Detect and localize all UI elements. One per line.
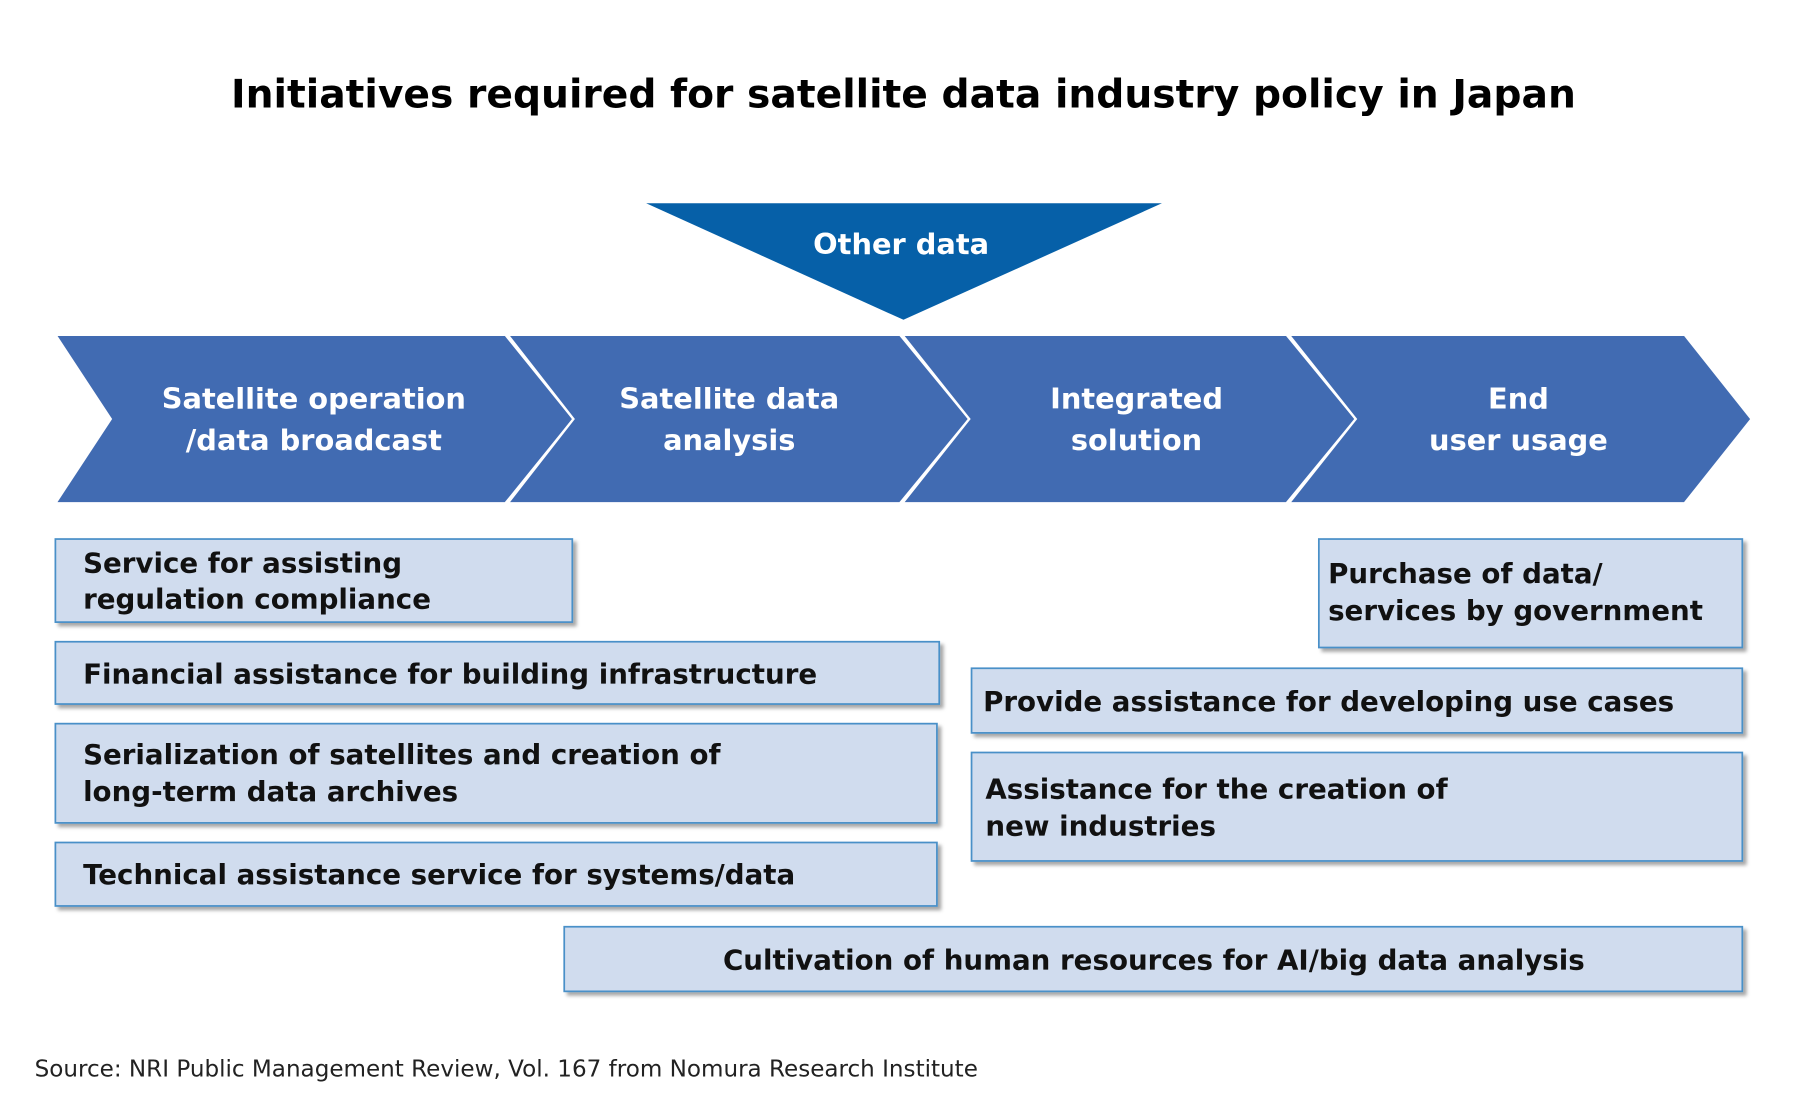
initiative-box: Technical assistance service for systems…: [54, 841, 938, 907]
stage-label: Satellite data: [619, 382, 839, 416]
stage-label: solution: [1071, 423, 1202, 457]
other-data-label: Other data: [813, 227, 989, 261]
page-title: Initiatives required for satellite data …: [231, 73, 1576, 118]
stage-label: analysis: [663, 423, 795, 457]
initiative-box: Assistance for the creation of new indus…: [970, 751, 1744, 862]
svg-text:Technical assistance service f: Technical assistance service for systems…: [83, 858, 795, 891]
svg-text:Financial assistance for build: Financial assistance for building infras…: [83, 657, 817, 690]
stage-label: End: [1488, 382, 1549, 416]
svg-text:Purchase of data/: Purchase of data/: [1328, 557, 1603, 590]
svg-text:Service for assisting: Service for assisting: [83, 547, 402, 580]
svg-text:Provide assistance for develop: Provide assistance for developing use ca…: [983, 685, 1674, 718]
svg-text:new industries: new industries: [985, 810, 1216, 843]
source-note: Source: NRI Public Management Review, Vo…: [35, 1057, 978, 1083]
initiative-box: Serialization of satellites and creation…: [54, 722, 938, 824]
svg-text:long-term data archives: long-term data archives: [83, 775, 458, 808]
initiative-box: Financial assistance for building infras…: [54, 640, 941, 705]
initiative-box: Cultivation of human resources for AI/bi…: [563, 925, 1744, 993]
initiative-box: Purchase of data/ services by government: [1317, 538, 1744, 649]
stage-label: user usage: [1429, 423, 1608, 457]
stage-chevron-1: Satellite operation /data broadcast: [53, 333, 575, 505]
stage-chevron-2: Satellite data analysis: [505, 333, 971, 505]
stage-label: Integrated: [1050, 382, 1223, 416]
stage-chevron-3: Integrated solution: [899, 333, 1358, 505]
svg-text:services by government: services by government: [1328, 594, 1703, 627]
svg-text:regulation compliance: regulation compliance: [83, 582, 431, 615]
stage-label: Satellite operation: [162, 382, 466, 416]
svg-text:Cultivation of human resources: Cultivation of human resources for AI/bi…: [723, 943, 1585, 976]
initiative-box: Provide assistance for developing use ca…: [970, 667, 1744, 734]
stage-label: /data broadcast: [186, 423, 442, 457]
other-data-triangle: [646, 203, 1162, 320]
svg-text:Assistance for the creation of: Assistance for the creation of: [985, 773, 1448, 806]
svg-text:Serialization of satellites an: Serialization of satellites and creation…: [83, 738, 721, 771]
stage-chevron-4: End user usage: [1286, 333, 1754, 505]
initiative-box: Service for assisting regulation complia…: [54, 538, 574, 623]
